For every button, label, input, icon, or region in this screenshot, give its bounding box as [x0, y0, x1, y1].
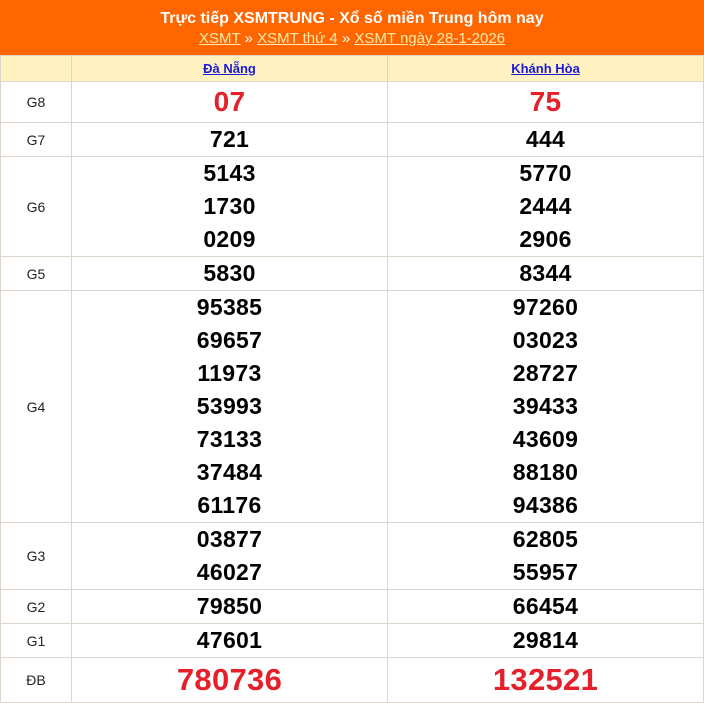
winning-number: 07	[213, 86, 246, 117]
prize-cell: 780736	[71, 657, 388, 703]
prize-row-g5: G5 5830 8344	[0, 256, 704, 291]
winning-number: 53993	[196, 393, 263, 419]
prize-cell: 5770 2444 2906	[387, 156, 704, 257]
province-header: Khánh Hòa	[387, 55, 704, 82]
breadcrumb-xsmt[interactable]: XSMT	[198, 30, 241, 47]
winning-number: 88180	[512, 459, 579, 485]
winning-number: 47601	[196, 627, 263, 653]
prize-row-g7: G7 721 444	[0, 122, 704, 157]
winning-number: 79850	[196, 593, 263, 619]
winning-number: 69657	[196, 327, 263, 353]
prize-row-g1: G1 47601 29814	[0, 623, 704, 658]
winning-number: 721	[209, 126, 250, 152]
prize-cell: 721	[71, 122, 388, 157]
prize-cell: 47601	[71, 623, 388, 658]
prize-cell: 95385 69657 11973 53993 73133 37484 61176	[71, 290, 388, 523]
province-link-khanh-hoa[interactable]: Khánh Hòa	[511, 61, 580, 76]
page-title: Trực tiếp XSMTRUNG - Xổ số miền Trung hô…	[160, 10, 544, 27]
winning-number: 95385	[196, 294, 263, 320]
winning-number: 43609	[512, 426, 579, 452]
province-header-row: Đà Nẵng Khánh Hòa	[0, 55, 704, 82]
prize-row-g8: G8 07 75	[0, 81, 704, 123]
winning-number: 29814	[512, 627, 579, 653]
prize-cell: 5143 1730 0209	[71, 156, 388, 257]
prize-label: G3	[0, 522, 72, 590]
breadcrumb-xsmt-thu-4[interactable]: XSMT thứ 4	[257, 30, 338, 47]
prize-cell: 66454	[387, 589, 704, 624]
winning-number: 61176	[197, 492, 262, 518]
winning-number: 8344	[519, 260, 572, 286]
prize-row-g6: G6 5143 1730 0209 5770 2444 2906	[0, 156, 704, 257]
prize-label: ĐB	[0, 657, 72, 703]
winning-number: 46027	[196, 559, 263, 585]
page-header: Trực tiếp XSMTRUNG - Xổ số miền Trung hô…	[0, 0, 704, 55]
prize-label: G1	[0, 623, 72, 658]
prize-cell: 97260 03023 28727 39433 43609 88180 94386	[387, 290, 704, 523]
winning-number: 5770	[519, 160, 572, 186]
prize-label-header	[0, 55, 72, 82]
breadcrumb-separator: »	[244, 30, 253, 47]
winning-number: 2906	[519, 226, 572, 252]
prize-cell: 03877 46027	[71, 522, 388, 590]
winning-number: 0209	[203, 226, 256, 252]
prize-label: G8	[0, 81, 72, 123]
winning-number: 62805	[512, 526, 579, 552]
winning-number: 03877	[196, 526, 263, 552]
prize-label: G7	[0, 122, 72, 157]
results-table: Đà Nẵng Khánh Hòa G8 07 75 G7 721 444 G6 5143 17…	[0, 55, 704, 703]
winning-number: 03023	[512, 327, 579, 353]
winning-number: 28727	[512, 360, 579, 386]
prize-cell: 07	[71, 81, 388, 123]
winning-number: 5830	[203, 260, 256, 286]
winning-number: 94386	[512, 492, 579, 518]
prize-row-đb: ĐB 780736 132521	[0, 657, 704, 703]
prize-row-g4: G4 95385 69657 11973 53993 73133 37484 61176 972…	[0, 290, 704, 523]
winning-number: 75	[529, 86, 562, 117]
winning-number: 39433	[512, 393, 579, 419]
winning-number: 444	[525, 126, 566, 152]
prize-label: G6	[0, 156, 72, 257]
winning-number: 2444	[519, 193, 572, 219]
winning-number: 97260	[512, 294, 579, 320]
prize-label: G2	[0, 589, 72, 624]
prize-cell: 5830	[71, 256, 388, 291]
prize-label: G4	[0, 290, 72, 523]
breadcrumb-separator: »	[341, 30, 351, 47]
winning-number: 11973	[197, 360, 262, 386]
province-header: Đà Nẵng	[71, 55, 388, 82]
prize-cell: 132521	[387, 657, 704, 703]
winning-number: 66454	[512, 593, 579, 619]
winning-number: 132521	[492, 662, 599, 697]
prize-label: G5	[0, 256, 72, 291]
province-link-da-nang[interactable]: Đà Nẵng	[203, 61, 256, 76]
prize-row-g2: G2 79850 66454	[0, 589, 704, 624]
winning-number: 780736	[176, 662, 283, 697]
winning-number: 73133	[196, 426, 263, 452]
prize-cell: 79850	[71, 589, 388, 624]
winning-number: 37484	[196, 459, 263, 485]
prize-cell: 75	[387, 81, 704, 123]
winning-number: 1730	[203, 193, 256, 219]
prize-cell: 62805 55957	[387, 522, 704, 590]
prize-row-g3: G3 03877 46027 62805 55957	[0, 522, 704, 590]
prize-cell: 8344	[387, 256, 704, 291]
prize-cell: 444	[387, 122, 704, 157]
winning-number: 55957	[512, 559, 579, 585]
breadcrumb: XSMT » XSMT thứ 4 » XSMT ngày 28-1-2026	[0, 29, 704, 49]
prize-cell: 29814	[387, 623, 704, 658]
breadcrumb-xsmt-date[interactable]: XSMT ngày 28-1-2026	[354, 30, 506, 47]
winning-number: 5143	[203, 160, 256, 186]
